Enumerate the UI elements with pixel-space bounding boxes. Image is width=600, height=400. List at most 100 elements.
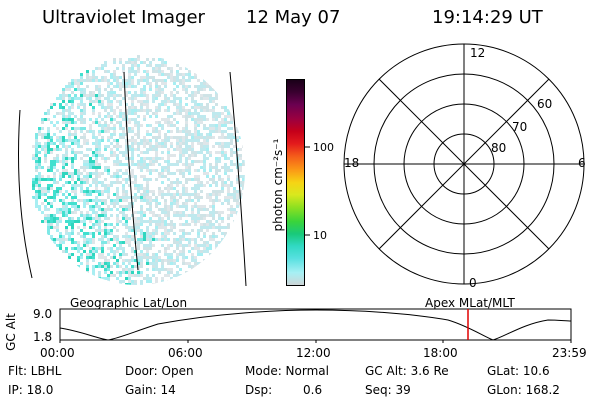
image-pixel: [185, 181, 188, 184]
image-pixel: [44, 178, 47, 181]
image-pixel: [170, 277, 173, 280]
image-pixel: [143, 61, 146, 64]
image-pixel: [218, 157, 221, 160]
image-pixel: [158, 121, 161, 124]
image-pixel: [176, 241, 179, 244]
image-pixel: [116, 76, 119, 79]
image-pixel: [155, 79, 158, 82]
image-pixel: [86, 139, 89, 142]
image-pixel: [122, 199, 125, 202]
image-pixel: [116, 163, 119, 166]
image-pixel: [89, 157, 92, 160]
image-pixel: [197, 133, 200, 136]
image-pixel: [161, 79, 164, 82]
image-pixel: [143, 103, 146, 106]
image-pixel: [113, 163, 116, 166]
image-pixel: [65, 172, 68, 175]
image-pixel: [197, 244, 200, 247]
image-pixel: [167, 259, 170, 262]
image-pixel: [125, 241, 128, 244]
image-pixel: [152, 256, 155, 259]
image-pixel: [158, 217, 161, 220]
image-pixel: [155, 157, 158, 160]
image-pixel: [230, 196, 233, 199]
image-pixel: [50, 196, 53, 199]
image-pixel: [140, 109, 143, 112]
image-pixel: [47, 178, 50, 181]
image-pixel: [71, 178, 74, 181]
image-pixel: [95, 79, 98, 82]
image-pixel: [197, 208, 200, 211]
image-pixel: [86, 268, 89, 271]
geographic-grid-lines: [18, 71, 247, 287]
image-pixel: [170, 223, 173, 226]
image-pixel: [134, 217, 137, 220]
image-pixel: [164, 73, 167, 76]
image-pixel: [92, 133, 95, 136]
image-pixel: [158, 58, 161, 61]
image-pixel: [203, 85, 206, 88]
image-pixel: [212, 181, 215, 184]
image-pixel: [131, 229, 134, 232]
info-mode: Mode: Normal: [245, 364, 329, 378]
image-pixel: [65, 238, 68, 241]
image-pixel: [128, 280, 131, 283]
image-pixel: [200, 94, 203, 97]
image-pixel: [173, 82, 176, 85]
image-pixel: [176, 271, 179, 274]
image-pixel: [146, 109, 149, 112]
image-pixel: [86, 148, 89, 151]
image-pixel: [197, 178, 200, 181]
image-pixel: [104, 76, 107, 79]
image-pixel: [86, 130, 89, 133]
image-pixel: [62, 205, 65, 208]
image-pixel: [83, 121, 86, 124]
image-pixel: [95, 217, 98, 220]
image-pixel: [137, 79, 140, 82]
image-pixel: [149, 82, 152, 85]
image-pixel: [239, 166, 242, 169]
image-pixel: [137, 124, 140, 127]
image-pixel: [161, 226, 164, 229]
image-pixel: [89, 184, 92, 187]
image-pixel: [80, 91, 83, 94]
image-pixel: [77, 145, 80, 148]
image-pixel: [164, 268, 167, 271]
image-pixel: [128, 148, 131, 151]
image-pixel: [95, 175, 98, 178]
image-pixel: [83, 127, 86, 130]
image-pixel: [77, 97, 80, 100]
image-pixel: [65, 250, 68, 253]
image-pixel: [122, 223, 125, 226]
image-pixel: [122, 136, 125, 139]
image-pixel: [167, 262, 170, 265]
image-pixel: [191, 268, 194, 271]
altitude-plot-title-left: Geographic Lat/Lon: [70, 296, 188, 310]
image-pixel: [221, 121, 224, 124]
image-pixel: [83, 142, 86, 145]
image-pixel: [113, 172, 116, 175]
image-pixel: [128, 58, 131, 61]
image-pixel: [188, 115, 191, 118]
image-pixel: [47, 148, 50, 151]
image-pixel: [236, 166, 239, 169]
image-pixel: [83, 160, 86, 163]
image-pixel: [140, 205, 143, 208]
image-pixel: [50, 160, 53, 163]
image-pixel: [134, 94, 137, 97]
image-pixel: [68, 256, 71, 259]
image-pixel: [65, 190, 68, 193]
image-pixel: [134, 106, 137, 109]
image-pixel: [170, 154, 173, 157]
image-pixel: [47, 142, 50, 145]
image-pixel: [191, 187, 194, 190]
image-pixel: [149, 109, 152, 112]
image-pixel: [215, 199, 218, 202]
image-pixel: [173, 79, 176, 82]
image-pixel: [197, 217, 200, 220]
image-pixel: [134, 280, 137, 283]
image-pixel: [134, 211, 137, 214]
image-pixel: [215, 244, 218, 247]
image-pixel: [131, 256, 134, 259]
image-pixel: [185, 193, 188, 196]
